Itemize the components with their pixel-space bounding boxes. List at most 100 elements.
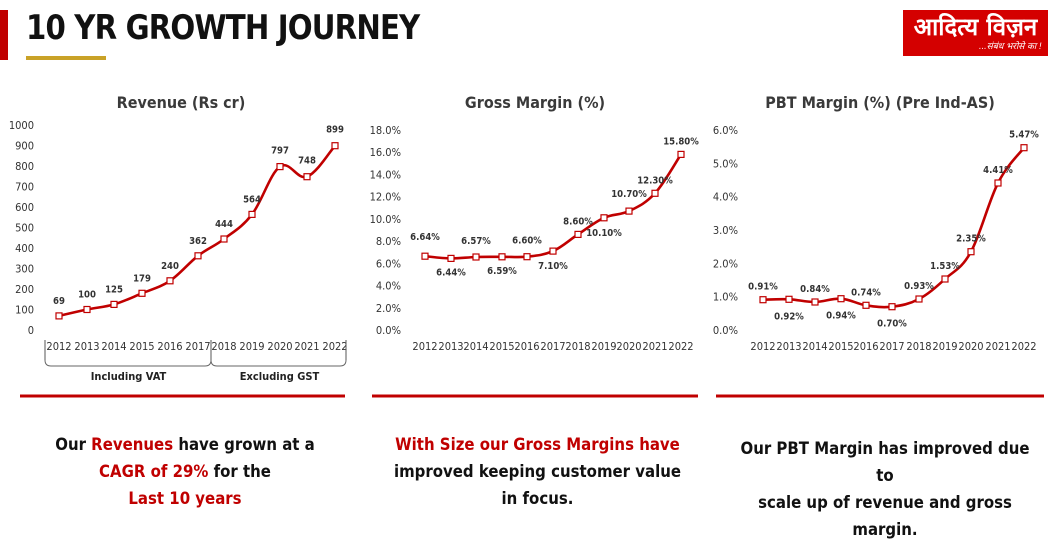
x-tick-revenue-10: 2022 bbox=[322, 340, 347, 353]
data-point-revenue-6 bbox=[220, 235, 228, 243]
y-tick-revenue-4: 400 bbox=[15, 242, 34, 255]
data-label-gross-0: 6.64% bbox=[410, 232, 440, 243]
data-point-revenue-0 bbox=[55, 312, 63, 320]
data-point-gross-7 bbox=[600, 214, 608, 222]
y-tick-revenue-8: 800 bbox=[15, 160, 34, 173]
y-tick-revenue-3: 300 bbox=[15, 263, 34, 276]
y-tick-gross-8: 16.0% bbox=[370, 146, 401, 159]
data-label-gross-2: 6.57% bbox=[461, 236, 491, 247]
y-tick-revenue-9: 900 bbox=[15, 140, 34, 153]
group-label-1: Excluding GST bbox=[240, 370, 320, 383]
data-label-revenue-5: 362 bbox=[189, 236, 207, 247]
data-point-pbt-5 bbox=[888, 303, 896, 311]
x-tick-revenue-1: 2013 bbox=[74, 340, 99, 353]
data-point-gross-4 bbox=[523, 253, 531, 261]
data-point-gross-2 bbox=[472, 253, 480, 261]
data-point-revenue-7 bbox=[248, 210, 256, 218]
data-label-gross-9: 12.30% bbox=[637, 175, 673, 186]
data-label-revenue-10: 899 bbox=[326, 125, 344, 136]
y-tick-gross-2: 4.0% bbox=[376, 280, 401, 293]
data-point-revenue-1 bbox=[83, 305, 91, 314]
y-tick-pbt-5: 5.0% bbox=[713, 157, 738, 170]
caption-gross-text-2: in focus. bbox=[501, 489, 574, 509]
x-tick-gross-5: 2017 bbox=[540, 340, 565, 353]
x-tick-revenue-3: 2015 bbox=[129, 340, 154, 353]
x-tick-gross-8: 2020 bbox=[616, 340, 641, 353]
data-point-pbt-7 bbox=[941, 275, 949, 283]
y-tick-gross-3: 6.0% bbox=[376, 257, 401, 270]
y-tick-pbt-3: 3.0% bbox=[713, 224, 738, 237]
data-point-revenue-2 bbox=[110, 300, 118, 308]
data-label-pbt-7: 1.53% bbox=[930, 261, 960, 272]
x-tick-pbt-3: 2015 bbox=[828, 340, 853, 353]
x-tick-gross-2: 2014 bbox=[463, 340, 488, 353]
series-line-revenue bbox=[58, 144, 336, 318]
x-tick-revenue-2: 2014 bbox=[101, 340, 126, 353]
data-label-gross-10: 15.80% bbox=[663, 136, 699, 147]
caption-revenue-text-2: have grown at a bbox=[173, 435, 315, 455]
y-tick-revenue-1: 100 bbox=[15, 304, 34, 317]
data-point-pbt-4 bbox=[862, 301, 870, 309]
x-tick-pbt-8: 2020 bbox=[958, 340, 983, 353]
x-tick-gross-1: 2013 bbox=[438, 340, 463, 353]
y-tick-gross-9: 18.0% bbox=[370, 124, 401, 137]
data-point-gross-10 bbox=[677, 150, 685, 158]
caption-gross-highlight: With Size our Gross Margins have bbox=[395, 435, 680, 455]
group-label-0: Including VAT bbox=[91, 370, 167, 383]
data-point-revenue-8 bbox=[276, 163, 284, 171]
brand-logo: आदित्य विज़न ...संबंध भरोसे का ! bbox=[903, 10, 1048, 56]
x-tick-pbt-1: 2013 bbox=[776, 340, 801, 353]
data-point-gross-3 bbox=[498, 253, 506, 261]
y-tick-pbt-4: 4.0% bbox=[713, 191, 738, 204]
caption-pbt-text-3: margin. bbox=[852, 520, 918, 540]
x-tick-pbt-10: 2022 bbox=[1011, 340, 1036, 353]
data-point-gross-9 bbox=[651, 189, 659, 197]
data-point-revenue-4 bbox=[166, 277, 174, 285]
data-label-gross-8: 10.70% bbox=[611, 189, 647, 200]
caption-gross-margin: With Size our Gross Margins have improve… bbox=[386, 432, 690, 513]
y-tick-gross-7: 14.0% bbox=[370, 168, 401, 181]
y-tick-revenue-0: 0 bbox=[28, 324, 34, 337]
data-label-revenue-2: 125 bbox=[105, 284, 123, 295]
data-label-pbt-3: 0.94% bbox=[826, 311, 856, 322]
data-label-gross-4: 6.60% bbox=[512, 236, 542, 247]
data-label-gross-3: 6.59% bbox=[487, 266, 517, 277]
data-point-pbt-6 bbox=[915, 295, 923, 303]
x-tick-pbt-7: 2019 bbox=[932, 340, 957, 353]
x-tick-revenue-0: 2012 bbox=[46, 340, 71, 353]
chart-title-pbt: PBT Margin (%) (Pre Ind-AS) bbox=[765, 93, 995, 112]
data-point-revenue-3 bbox=[138, 289, 146, 297]
data-label-pbt-6: 0.93% bbox=[904, 281, 934, 292]
y-tick-pbt-6: 6.0% bbox=[713, 124, 738, 137]
x-tick-revenue-9: 2021 bbox=[294, 340, 319, 353]
caption-gross-text-1: improved keeping customer value bbox=[393, 462, 682, 482]
data-label-gross-7: 10.10% bbox=[586, 228, 622, 239]
data-label-revenue-0: 69 bbox=[53, 296, 65, 307]
chart-title-revenue: Revenue (Rs cr) bbox=[117, 93, 246, 112]
y-tick-gross-6: 12.0% bbox=[370, 191, 401, 204]
title-underline bbox=[26, 56, 106, 60]
data-point-pbt-1 bbox=[785, 295, 793, 303]
data-point-pbt-10 bbox=[1020, 144, 1028, 152]
data-point-gross-8 bbox=[625, 207, 633, 215]
logo-tagline: ...संबंध भरोसे का ! bbox=[978, 42, 1042, 52]
logo-text: आदित्य विज़न bbox=[913, 13, 1038, 41]
y-tick-pbt-0: 0.0% bbox=[713, 324, 738, 337]
data-point-pbt-0 bbox=[759, 296, 767, 304]
x-tick-gross-0: 2012 bbox=[412, 340, 437, 353]
x-tick-gross-4: 2016 bbox=[514, 340, 539, 353]
data-point-pbt-3 bbox=[837, 295, 845, 303]
group-bracket bbox=[44, 359, 347, 367]
x-tick-gross-6: 2018 bbox=[565, 340, 590, 353]
page-title: 10 YR GROWTH JOURNEY bbox=[26, 8, 420, 48]
data-label-revenue-8: 797 bbox=[271, 146, 289, 157]
caption-pbt-margin: Our PBT Margin has improved due to scale… bbox=[735, 436, 1034, 544]
y-tick-pbt-2: 2.0% bbox=[713, 257, 738, 270]
data-label-pbt-9: 4.41% bbox=[983, 165, 1013, 176]
data-label-pbt-1: 0.92% bbox=[774, 311, 804, 322]
x-tick-gross-10: 2022 bbox=[668, 340, 693, 353]
x-tick-revenue-5: 2017 bbox=[185, 340, 210, 353]
accent-bar bbox=[0, 10, 8, 60]
data-point-revenue-9 bbox=[303, 173, 311, 181]
